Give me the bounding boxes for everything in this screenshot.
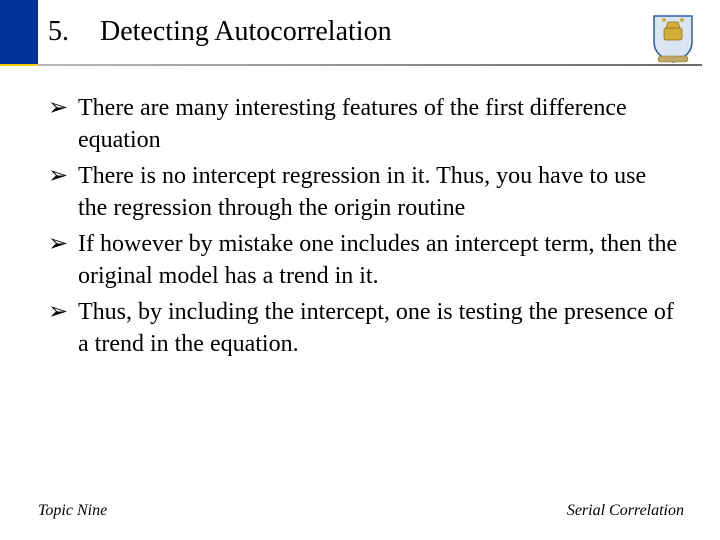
header-color-block <box>0 0 38 64</box>
footer-right: Serial Correlation <box>567 502 684 520</box>
slide-title: Detecting Autocorrelation <box>100 16 392 48</box>
footer-left: Topic Nine <box>38 502 107 520</box>
bullet-marker-icon: ➢ <box>38 228 78 260</box>
crest-logo <box>650 10 696 66</box>
bullet-text: There is no intercept regression in it. … <box>78 160 680 224</box>
bullet-marker-icon: ➢ <box>38 92 78 124</box>
section-number: 5. <box>48 16 100 48</box>
accent-underline <box>0 64 38 66</box>
title-rule <box>38 64 702 66</box>
bullet-marker-icon: ➢ <box>38 160 78 192</box>
list-item: ➢ There are many interesting features of… <box>38 92 680 156</box>
bullet-text: Thus, by including the intercept, one is… <box>78 296 680 360</box>
bullet-text: If however by mistake one includes an in… <box>78 228 680 292</box>
list-item: ➢ Thus, by including the intercept, one … <box>38 296 680 360</box>
list-item: ➢ If however by mistake one includes an … <box>38 228 680 292</box>
bullet-text: There are many interesting features of t… <box>78 92 680 156</box>
title-row: 5. Detecting Autocorrelation <box>48 16 620 48</box>
list-item: ➢ There is no intercept regression in it… <box>38 160 680 224</box>
bullet-marker-icon: ➢ <box>38 296 78 328</box>
bullet-list: ➢ There are many interesting features of… <box>38 92 680 364</box>
